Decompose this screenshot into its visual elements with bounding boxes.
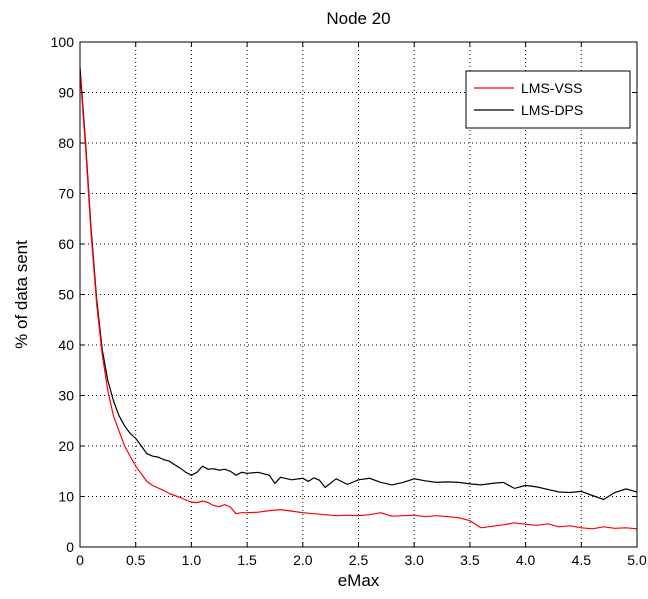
x-tick-label: 0.5 [126,552,146,568]
y-tick-label: 50 [58,287,74,303]
legend-label-lms-vss: LMS-VSS [521,80,582,96]
axis-ticks [79,41,638,548]
grid-lines [80,42,637,547]
y-tick-label: 80 [58,135,74,151]
y-tick-label: 100 [51,34,75,50]
y-tick-label: 0 [66,539,74,555]
y-tick-label: 10 [58,489,74,505]
x-tick-label: 2.5 [349,552,369,568]
legend-box [465,70,631,129]
series-line-lms-vss [79,72,638,530]
legend: LMS-VSS LMS-DPS [465,70,631,129]
y-tick-label: 60 [58,236,74,252]
y-tick-label: 20 [58,438,74,454]
x-tick-label: 0 [76,552,84,568]
y-tick-label: 40 [58,337,74,353]
y-tick-label: 30 [58,388,74,404]
x-tick-label: 4.0 [516,552,536,568]
series-layer [79,67,638,530]
x-tick-labels: 0 0.5 1.0 1.5 2.0 2.5 3.0 3.5 4.0 4.5 5.0 [76,552,647,568]
y-tick-labels: 0 10 20 30 40 50 60 70 80 90 100 [51,34,75,555]
x-tick-label: 5.0 [627,552,647,568]
x-tick-label: 3.0 [404,552,424,568]
legend-label-lms-dps: LMS-DPS [521,102,583,118]
x-tick-label: 4.5 [572,552,592,568]
x-tick-label: 1.5 [237,552,257,568]
y-tick-label: 70 [58,186,74,202]
chart-title: Node 20 [326,9,390,28]
series-line-lms-dps [79,67,638,501]
x-tick-label: 3.5 [460,552,480,568]
x-axis-label: eMax [338,571,380,590]
x-tick-label: 2.0 [293,552,313,568]
y-tick-label: 90 [58,85,74,101]
x-tick-label: 1.0 [182,552,202,568]
y-axis-label: % of data sent [12,240,31,349]
